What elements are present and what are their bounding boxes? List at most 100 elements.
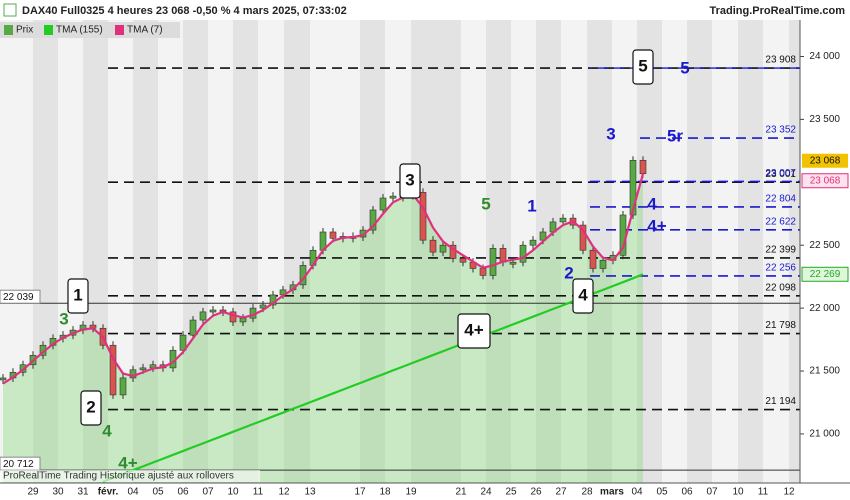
price-tag (801, 173, 849, 189)
x-tick-label: 12 (278, 487, 290, 498)
x-tick-label: 31 (77, 487, 89, 498)
level-label: 21 798 (765, 320, 796, 331)
annotation: 4+ (464, 320, 483, 339)
x-tick-label: 26 (530, 487, 542, 498)
annotation: 5 (481, 194, 490, 213)
annotation-box (67, 278, 89, 314)
x-tick-label: 29 (27, 487, 39, 498)
annotation: 3 (405, 170, 414, 189)
x-tick-label: 28 (581, 487, 593, 498)
candle (509, 261, 517, 265)
title: DAX40 Full0325 4 heures 23 068 -0,50 % 4… (22, 5, 347, 17)
x-tick-label: 25 (505, 487, 517, 498)
stripe (33, 20, 58, 483)
candle (529, 239, 537, 246)
stripe (662, 20, 687, 483)
stripe (0, 20, 33, 483)
annotation: 5r (667, 126, 683, 145)
logo (3, 3, 17, 17)
legend-label: TMA (155) (56, 25, 103, 36)
stripe (158, 20, 183, 483)
line (2, 173, 645, 385)
level-label: 22 256 (765, 263, 796, 274)
stripe (310, 20, 360, 483)
annotation-box (80, 390, 102, 426)
x-tick-label: 10 (227, 487, 239, 498)
footer-bg (0, 470, 260, 482)
price-tag (802, 153, 848, 168)
candle (629, 159, 637, 216)
x-tick-label: 13 (304, 487, 316, 498)
candle (139, 367, 147, 371)
candle (109, 344, 117, 396)
stripe (133, 20, 158, 483)
x-tick-label: 07 (202, 487, 214, 498)
legend-label: TMA (7) (127, 25, 163, 36)
stripe (108, 20, 133, 483)
candle (0, 377, 7, 381)
annotation: 4 (102, 421, 112, 440)
level-label: 23 007 (765, 168, 796, 179)
level-label: 22 098 (765, 282, 796, 293)
stripe (712, 20, 738, 483)
candle (439, 244, 447, 253)
annotation: 4 (647, 194, 657, 213)
price-tag (801, 266, 849, 282)
annotation: 3 (606, 124, 615, 143)
stripe (58, 20, 83, 483)
annotation-box (632, 49, 654, 85)
candle (379, 197, 387, 211)
stripe (461, 20, 486, 483)
annotation-box (572, 278, 594, 314)
annotation: 4 (578, 285, 588, 304)
footer: ProRealTime Trading Historique ajusté au… (3, 471, 234, 482)
x-axis-bg (0, 483, 850, 500)
tag-label: 20 712 (3, 459, 34, 470)
stripe (637, 20, 662, 483)
candle (419, 192, 427, 241)
annotation: 5 (680, 58, 689, 77)
x-tick-label: 11 (253, 487, 264, 498)
candle (239, 317, 247, 323)
area (3, 173, 643, 483)
candle (329, 231, 337, 239)
x-tick-label: 30 (52, 487, 64, 498)
x-tick-label: 17 (354, 487, 366, 498)
candle (199, 311, 207, 321)
candle (179, 334, 187, 351)
candle (119, 377, 127, 396)
candle (519, 244, 527, 263)
annotation: 2 (86, 397, 95, 416)
legend-swatch (4, 25, 13, 35)
x-tick-label: 27 (555, 487, 567, 498)
candle (189, 319, 197, 336)
y-tick-label: 22 000 (809, 303, 840, 314)
annotation: 4+ (118, 453, 137, 472)
x-tick-label: 21 (455, 487, 467, 498)
stripe (258, 20, 284, 483)
tag-box (0, 289, 41, 304)
annotation: 1 (527, 196, 536, 215)
candle (489, 248, 497, 276)
stripe (233, 20, 258, 483)
x-tick-label: 10 (732, 487, 744, 498)
source: Trading.ProRealTime.com (709, 5, 845, 17)
x-tick-label: févr. (98, 487, 119, 498)
x-tick-label: 05 (656, 487, 668, 498)
x-tick-label: 12 (783, 487, 795, 498)
stripe (385, 20, 411, 483)
candle (369, 209, 377, 231)
x-tick-label: 11 (758, 487, 769, 498)
annotation-box (399, 163, 421, 199)
candle (639, 159, 647, 175)
candle (599, 260, 607, 269)
x-tick-label: 07 (706, 487, 718, 498)
annotation: 2 (564, 263, 573, 282)
level-label: 23 908 (765, 55, 796, 66)
stripe (789, 20, 800, 483)
candle (389, 195, 397, 199)
stripe (763, 20, 789, 483)
stripe (687, 20, 712, 483)
level-label: 22 399 (765, 245, 796, 256)
